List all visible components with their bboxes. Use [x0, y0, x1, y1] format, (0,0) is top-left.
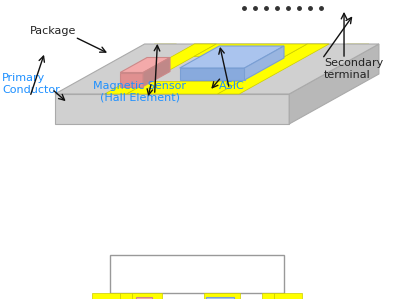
- Polygon shape: [217, 94, 239, 100]
- Polygon shape: [180, 46, 284, 68]
- Text: Secondary
terminal: Secondary terminal: [324, 58, 383, 80]
- Polygon shape: [105, 44, 216, 94]
- Bar: [204, 293, 240, 299]
- Polygon shape: [65, 44, 176, 94]
- Bar: [92, 293, 120, 299]
- Polygon shape: [217, 44, 329, 94]
- Text: Package: Package: [30, 26, 76, 36]
- Bar: [262, 293, 274, 299]
- Polygon shape: [244, 46, 284, 80]
- Polygon shape: [257, 94, 279, 100]
- Polygon shape: [105, 94, 127, 100]
- Text: Primary
Conductor: Primary Conductor: [2, 73, 60, 95]
- Polygon shape: [217, 44, 329, 94]
- Polygon shape: [289, 44, 379, 124]
- Polygon shape: [143, 57, 170, 86]
- Bar: [274, 293, 302, 299]
- Text: Magnetic Sensor
(Hall Element): Magnetic Sensor (Hall Element): [93, 81, 186, 103]
- Bar: [120, 293, 132, 299]
- Bar: [136, 297, 152, 299]
- Bar: [206, 297, 234, 299]
- Polygon shape: [127, 82, 240, 94]
- Text: ASIC: ASIC: [219, 81, 245, 91]
- Polygon shape: [120, 72, 143, 86]
- Polygon shape: [180, 68, 244, 80]
- Polygon shape: [257, 44, 369, 94]
- Polygon shape: [65, 94, 87, 100]
- Polygon shape: [120, 57, 170, 72]
- Bar: [132, 293, 162, 299]
- Polygon shape: [105, 44, 216, 94]
- Bar: [110, 255, 284, 293]
- Polygon shape: [55, 44, 379, 94]
- Polygon shape: [194, 44, 307, 57]
- Polygon shape: [55, 94, 289, 124]
